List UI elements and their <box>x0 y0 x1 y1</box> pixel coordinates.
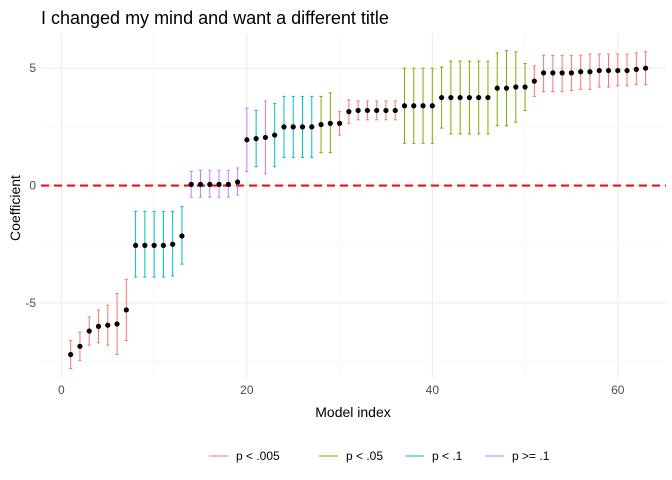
data-point <box>430 103 435 108</box>
data-point <box>179 233 184 238</box>
x-tick-label: 0 <box>58 383 65 397</box>
data-point <box>356 108 361 113</box>
data-point <box>281 124 286 129</box>
data-point <box>597 68 602 73</box>
legend-item: p < .05 <box>319 449 383 463</box>
data-point <box>337 121 342 126</box>
data-point <box>365 108 370 113</box>
data-point <box>96 324 101 329</box>
data-point <box>541 70 546 75</box>
legend-label: p < .05 <box>346 449 383 463</box>
data-point <box>485 95 490 100</box>
data-point <box>114 321 119 326</box>
y-tick-label: 5 <box>29 61 36 75</box>
data-point <box>272 132 277 137</box>
legend-label: p < .1 <box>432 449 463 463</box>
data-point <box>216 182 221 187</box>
data-point <box>448 95 453 100</box>
data-point <box>124 307 129 312</box>
data-point <box>532 79 537 84</box>
data-point <box>244 137 249 142</box>
legend-label: p < .005 <box>236 449 280 463</box>
x-tick-label: 40 <box>426 383 440 397</box>
data-point <box>161 243 166 248</box>
data-point <box>383 108 388 113</box>
data-point <box>420 103 425 108</box>
data-point <box>522 84 527 89</box>
data-point <box>235 179 240 184</box>
data-point <box>504 86 509 91</box>
data-point <box>615 68 620 73</box>
grid-lines <box>41 33 666 378</box>
y-axis-label: Coefficient <box>7 175 23 241</box>
data-point <box>643 66 648 71</box>
x-axis-label: Model index <box>315 404 391 420</box>
data-point <box>170 242 175 247</box>
legend: p < .005 p < .05 p < .1 p >= .1 <box>209 449 550 463</box>
data-point <box>439 95 444 100</box>
chart-title: I changed my mind and want a different t… <box>41 8 389 28</box>
data-point <box>318 122 323 127</box>
data-point <box>309 124 314 129</box>
data-point <box>133 243 138 248</box>
data-point <box>634 67 639 72</box>
data-point <box>300 124 305 129</box>
data-point <box>152 243 157 248</box>
x-tick-label: 60 <box>611 383 625 397</box>
y-tick-label: -5 <box>25 296 36 310</box>
data-point <box>226 182 231 187</box>
data-point <box>569 70 574 75</box>
legend-item: p >= .1 <box>485 449 550 463</box>
data-point <box>550 70 555 75</box>
data-point <box>263 135 268 140</box>
data-point <box>328 121 333 126</box>
x-tick-label: 20 <box>240 383 254 397</box>
data-point <box>393 108 398 113</box>
data-point <box>513 84 518 89</box>
data-point <box>411 103 416 108</box>
data-point <box>476 95 481 100</box>
data-point <box>402 103 407 108</box>
data-point <box>560 70 565 75</box>
data-point <box>458 95 463 100</box>
legend-item: p < .005 <box>209 449 280 463</box>
legend-label: p >= .1 <box>512 449 550 463</box>
data-point <box>606 68 611 73</box>
data-point <box>198 182 203 187</box>
data-point <box>587 69 592 74</box>
data-point <box>374 108 379 113</box>
data-point <box>291 124 296 129</box>
data-point <box>87 328 92 333</box>
data-point <box>495 86 500 91</box>
data-point <box>68 352 73 357</box>
data-point <box>105 323 110 328</box>
data-point <box>578 69 583 74</box>
data-point <box>207 182 212 187</box>
data-point <box>624 68 629 73</box>
y-tick-label: 0 <box>29 179 36 193</box>
data-point <box>142 243 147 248</box>
data-point <box>254 136 259 141</box>
data-point <box>346 109 351 114</box>
data-point <box>189 182 194 187</box>
data-point <box>467 95 472 100</box>
legend-item: p < .1 <box>405 449 463 463</box>
error-bars <box>69 51 647 369</box>
data-point <box>77 344 82 349</box>
y-tick-labels: -5 0 5 <box>25 61 36 310</box>
x-tick-labels: 0 20 40 60 <box>58 383 625 397</box>
